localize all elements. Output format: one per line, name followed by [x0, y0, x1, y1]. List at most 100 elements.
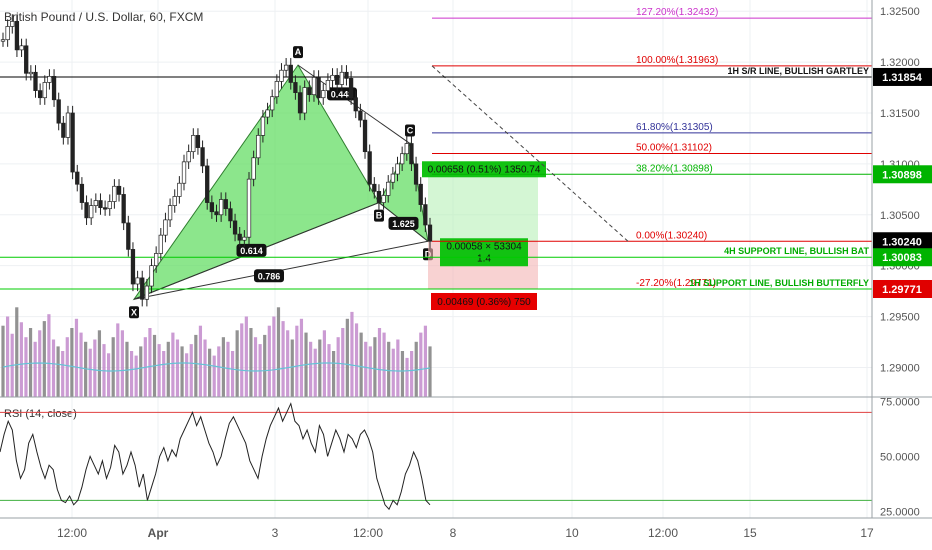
volume-bar-13	[61, 351, 65, 397]
volume-bar-6	[28, 328, 33, 397]
candle-body-50	[232, 220, 238, 235]
position-layer[interactable]: 0.00658 (0.51%) 1350.74 0.00058 × 533041.…	[422, 161, 546, 310]
volume-bar-42	[194, 334, 198, 397]
volume-bar-45	[208, 348, 212, 397]
volume-bar-65	[299, 318, 304, 397]
volume-bar-51	[235, 330, 239, 397]
volume-bar-62	[286, 330, 290, 397]
price-marker-box-1	[873, 165, 932, 184]
volume-bar-59	[272, 316, 276, 397]
volume-bar-28	[129, 351, 134, 397]
candle-body-40	[186, 151, 191, 163]
position-ratio-label: 1.4	[477, 253, 491, 264]
pattern-point-C: C	[407, 126, 414, 136]
candle-body-54	[251, 157, 256, 180]
volume-bar-41	[189, 344, 193, 397]
candle-body-75	[348, 78, 354, 99]
volume-bar-7	[33, 341, 37, 397]
ratio-label-2: 0.448	[331, 89, 354, 99]
candle-body-61	[283, 64, 289, 71]
candle-body-91	[423, 204, 428, 226]
ratio-label-3: 1.625	[392, 219, 415, 229]
volume-bar-68	[313, 348, 317, 397]
candle-body-41	[191, 135, 196, 153]
price-tick-1: 1.32000	[880, 57, 920, 69]
volume-bar-72	[331, 351, 336, 397]
ratio-box-1	[254, 269, 284, 283]
price-tick-0: 1.32500	[880, 6, 920, 18]
volume-bar-78	[359, 332, 363, 397]
volume-bar-23	[107, 353, 111, 397]
volume-bar-5	[24, 337, 28, 397]
candle-body-90	[418, 183, 423, 205]
volume-bar-16	[74, 318, 79, 397]
candle-body-46	[214, 211, 219, 216]
candle-body-31	[144, 285, 150, 300]
candle-body-65	[302, 87, 307, 114]
volume-bar-81	[373, 337, 377, 397]
candle-body-79	[367, 151, 372, 185]
price-marker-3: 1.30083	[882, 252, 922, 264]
candle-body-44	[205, 165, 210, 203]
price-marker-box-3	[873, 248, 932, 267]
candle-body-19	[89, 205, 94, 219]
pattern-point-A: A	[295, 47, 302, 57]
volume-bar-49	[226, 341, 230, 397]
pattern-point-box-X	[129, 306, 139, 319]
candle-body-88	[409, 143, 414, 165]
price-tick-6: 1.29500	[880, 312, 920, 324]
volume-bar-54	[249, 328, 253, 397]
volume-bar-84	[387, 341, 391, 397]
candle-body-84	[390, 173, 396, 183]
profit-label: 0.00658 (0.51%) 1350.74	[428, 164, 541, 175]
volume-bar-35	[162, 351, 166, 397]
volume-bar-67	[309, 341, 313, 397]
candle-body-42	[195, 135, 201, 148]
price-tick-4: 1.30500	[880, 210, 920, 222]
time-tick-6: 12:00	[648, 526, 678, 540]
volume-bar-83	[382, 332, 386, 397]
volume-bar-70	[322, 330, 326, 397]
time-tick-8: 17	[860, 526, 874, 540]
volume-bar-25	[116, 323, 120, 397]
ratio-box-3	[388, 216, 419, 230]
candle-body-24	[112, 185, 117, 202]
volume-bar-64	[295, 325, 299, 397]
candle-body-86	[400, 153, 405, 165]
candle-body-38	[177, 182, 182, 197]
candle-body-53	[246, 178, 252, 238]
volume-bar-87	[400, 351, 405, 397]
volume-bar-27	[125, 341, 129, 397]
pattern-point-box-B	[374, 209, 384, 222]
position-info-label: 0.00058 × 53304	[446, 241, 522, 252]
volume-bar-36	[166, 341, 170, 397]
volume-bar-60	[276, 307, 281, 397]
volume-bar-71	[327, 344, 331, 397]
candle-body-22	[102, 207, 108, 210]
loss-label: 0.00469 (0.36%) 750	[437, 297, 531, 308]
price-marker-1: 1.30898	[882, 169, 922, 181]
volume-bar-93	[428, 346, 432, 397]
position-info-box	[440, 238, 528, 267]
loss-label-box	[431, 292, 537, 310]
price-tick-7: 1.29000	[880, 362, 920, 374]
pattern-point-B: B	[376, 211, 383, 221]
volume-bar-9	[42, 321, 46, 397]
candle-body-77	[358, 110, 363, 121]
candle-body-43	[200, 147, 205, 167]
pattern-point-X: X	[131, 307, 137, 317]
volume-bar-34	[157, 344, 161, 397]
volume-bar-76	[350, 311, 354, 397]
volume-bar-44	[203, 339, 207, 397]
volume-bar-92	[423, 325, 428, 397]
volume-bar-14	[65, 337, 69, 397]
candle-body-33	[154, 253, 159, 267]
volume-bar-10	[47, 314, 51, 397]
volume-bar-4	[19, 322, 23, 397]
candle-body-51	[237, 233, 242, 241]
price-marker-box-2	[873, 232, 932, 251]
price-marker-2: 1.30240	[882, 236, 922, 248]
time-tick-5: 10	[565, 526, 579, 540]
